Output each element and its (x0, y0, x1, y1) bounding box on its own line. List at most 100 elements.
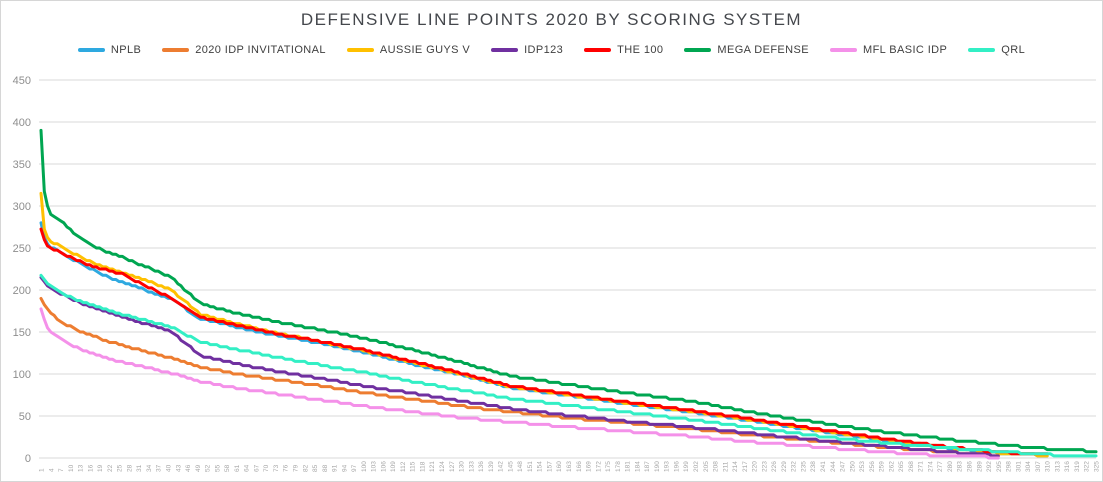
x-axis-tick-label: 46 (185, 464, 192, 472)
legend-item-nplb[interactable]: NPLB (77, 44, 141, 56)
x-axis-tick-label: 103 (371, 461, 378, 472)
x-axis-tick-label: 28 (126, 464, 133, 472)
x-axis-tick-label: 235 (800, 461, 807, 472)
x-axis-tick-label: 67 (253, 464, 260, 472)
x-axis-tick-label: 172 (595, 461, 602, 472)
legend-item-label: 2020 IDP INVITATIONAL (195, 44, 326, 56)
legend-item-qrl[interactable]: QRL (968, 44, 1025, 56)
x-axis-tick-label: 313 (1054, 461, 1061, 472)
x-axis-tick-label: 181 (625, 461, 632, 472)
x-axis-tick-label: 211 (722, 461, 729, 472)
x-axis-tick-label: 148 (517, 461, 524, 472)
x-axis-tick-label: 139 (488, 461, 495, 472)
legend-item-the-100[interactable]: THE 100 (584, 44, 663, 56)
x-axis-tick-label: 157 (546, 461, 553, 472)
legend-item-label: AUSSIE GUYS V (379, 44, 471, 56)
series-line-the-100[interactable] (39, 227, 1049, 456)
y-axis-tick-label: 400 (13, 117, 31, 129)
legend-item-2020-idp-invitational[interactable]: 2020 IDP INVITATIONAL (162, 44, 326, 56)
x-axis-tick-label: 190 (654, 461, 661, 472)
series-line-2020-idp-invitational[interactable] (39, 296, 1000, 458)
x-axis-tick-label: 61 (234, 464, 241, 472)
x-axis-tick-label: 202 (693, 461, 700, 472)
legend-item-mfl-basic-idp[interactable]: MFL BASIC IDP (830, 44, 947, 56)
x-axis-tick-label: 262 (888, 461, 895, 472)
x-axis-tick-label: 265 (898, 461, 905, 472)
legend: NPLB 2020 IDP INVITATIONAL AUSSIE GUYS V ID… (1, 44, 1102, 56)
x-axis-tick-label: 97 (351, 464, 358, 472)
x-axis-tick-label: 271 (918, 461, 925, 472)
x-axis-tick-label: 142 (498, 461, 505, 472)
x-axis-tick-label: 325 (1094, 461, 1101, 472)
x-axis-tick-label: 88 (322, 464, 329, 472)
y-axis-tick-label: 450 (13, 75, 31, 87)
x-axis-tick-label: 34 (146, 464, 153, 472)
y-axis-tick-label: 50 (19, 411, 31, 423)
x-axis-tick-label: 187 (644, 461, 651, 472)
y-axis-tick-label: 200 (13, 285, 31, 297)
x-axis-tick-label: 109 (390, 461, 397, 472)
x-axis-tick-label: 10 (68, 464, 75, 472)
x-axis-tick-label: 82 (302, 464, 309, 472)
x-axis-tick-label: 292 (986, 461, 993, 472)
x-axis-tick-label: 112 (400, 461, 407, 472)
legend-swatch-icon (830, 48, 857, 52)
legend-item-label: IDP123 (524, 44, 564, 56)
x-axis-tick-label: 124 (439, 461, 446, 472)
y-axis-tick-label: 100 (13, 369, 31, 381)
y-axis-tick-label: 300 (13, 201, 31, 213)
legend-swatch-icon (584, 48, 612, 52)
x-axis-tick-label: 160 (556, 461, 563, 472)
x-axis-tick-label: 307 (1035, 461, 1042, 472)
x-axis-tick-label: 58 (224, 464, 231, 472)
x-axis-tick-label: 217 (742, 461, 749, 472)
x-axis-tick-label: 151 (527, 461, 534, 472)
y-axis-tick-label: 0 (25, 453, 31, 465)
legend-swatch-icon (491, 48, 519, 52)
y-axis-tick-label: 250 (13, 243, 31, 255)
x-axis-tick-label: 208 (713, 461, 720, 472)
x-axis-tick-label: 301 (1015, 461, 1022, 472)
series-line-mfl-basic-idp[interactable] (39, 307, 1000, 460)
x-axis-tick-label: 7 (58, 468, 65, 472)
x-axis-tick-label: 22 (107, 464, 114, 472)
x-axis-tick-label: 52 (205, 464, 212, 472)
x-axis-tick-label: 223 (761, 461, 768, 472)
x-axis-tick-label: 277 (937, 461, 944, 472)
series-line-nplb[interactable] (39, 221, 1049, 458)
legend-item-label: THE 100 (617, 44, 664, 56)
x-axis-tick-label: 286 (967, 461, 974, 472)
x-axis-tick-label: 100 (361, 461, 368, 472)
x-axis-tick-label: 220 (752, 461, 759, 472)
x-axis-tick-label: 184 (634, 461, 641, 472)
x-axis-tick-label: 274 (927, 461, 934, 472)
legend-item-mega-defense[interactable]: MEGA DEFENSE (684, 44, 809, 56)
legend-item-idp123[interactable]: IDP123 (491, 44, 563, 56)
x-axis-tick-label: 136 (478, 461, 485, 472)
x-axis-tick-label: 232 (791, 461, 798, 472)
x-axis-tick-label: 166 (576, 461, 583, 472)
x-axis-tick-label: 304 (1025, 461, 1032, 472)
x-axis-tick-label: 40 (165, 464, 172, 472)
x-axis-tick-label: 322 (1084, 461, 1091, 472)
legend-item-label: MFL BASIC IDP (863, 44, 948, 56)
x-axis-tick-label: 244 (830, 461, 837, 472)
x-axis-tick-label: 118 (419, 461, 426, 472)
x-axis-tick-label: 253 (859, 461, 866, 472)
x-axis-tick-label: 295 (996, 461, 1003, 472)
x-axis-tick-label: 268 (908, 461, 915, 472)
series-line-mega-defense[interactable] (39, 128, 1098, 454)
x-axis-tick-label: 283 (957, 461, 964, 472)
x-axis-tick-label: 73 (273, 464, 280, 472)
legend-swatch-icon (77, 48, 105, 52)
series-line-idp123[interactable] (39, 275, 1000, 458)
series-line-qrl[interactable] (39, 273, 1098, 458)
x-axis-tick-label: 196 (673, 461, 680, 472)
x-axis-tick-label: 238 (810, 461, 817, 472)
legend-swatch-icon (162, 48, 190, 52)
x-axis-tick-label: 280 (947, 461, 954, 472)
legend-item-aussie-guys-v[interactable]: AUSSIE GUYS V (346, 44, 471, 56)
x-axis-tick-label: 49 (195, 464, 202, 472)
